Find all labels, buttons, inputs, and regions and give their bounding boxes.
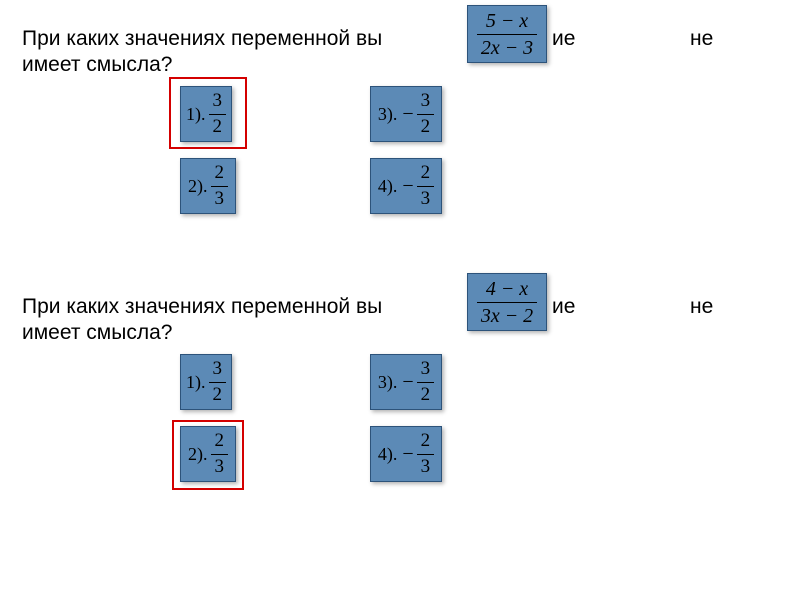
minus-sign: − (402, 443, 413, 466)
q2-expr-num: 4 − x (482, 278, 532, 300)
q1-option-4[interactable]: 4). − 2 3 (370, 158, 442, 214)
q2-opt1-den: 2 (209, 385, 227, 406)
q1-opt4-den: 3 (417, 189, 435, 210)
q2-opt4-label: 4). (378, 444, 398, 465)
minus-sign: − (402, 371, 413, 394)
q2-expr-den: 3x − 2 (477, 305, 537, 327)
q1-option-2[interactable]: 2). 2 3 (180, 158, 236, 214)
q2-opt2-num: 2 (211, 431, 229, 452)
q2-option-2[interactable]: 2). 2 3 (180, 426, 236, 482)
q1-opt4-label: 4). (378, 176, 398, 197)
q2-opt3-den: 2 (417, 385, 435, 406)
q1-opt1-den: 2 (209, 117, 227, 138)
q1-opt3-num: 3 (417, 91, 435, 112)
minus-sign: − (402, 103, 413, 126)
q1-opt2-num: 2 (211, 163, 229, 184)
q2-opt1-label: 1). (186, 372, 206, 393)
q1-expr-num: 5 − x (482, 10, 532, 32)
q2-text-line1-left: При каких значениях переменной вы (22, 294, 382, 320)
q1-expr-den: 2x − 3 (477, 37, 537, 59)
slide: { "colors": { "box_bg": "#5c8ab6", "box_… (0, 0, 800, 600)
q1-opt2-den: 3 (211, 189, 229, 210)
q2-opt3-num: 3 (417, 359, 435, 380)
q1-option-3[interactable]: 3). − 3 2 (370, 86, 442, 142)
q2-expression: 4 − x 3x − 2 (467, 273, 547, 331)
q2-opt4-num: 2 (417, 431, 435, 452)
q2-opt3-label: 3). (378, 372, 398, 393)
q2-text-line2: имеет смысла? (22, 320, 172, 346)
q2-option-4[interactable]: 4). − 2 3 (370, 426, 442, 482)
q1-expression: 5 − x 2x − 3 (467, 5, 547, 63)
q2-text-line1-right: не (690, 294, 713, 320)
q2-opt2-label: 2). (188, 444, 208, 465)
q1-opt4-num: 2 (417, 163, 435, 184)
q1-text-line2: имеет смысла? (22, 52, 172, 78)
q1-opt1-num: 3 (209, 91, 227, 112)
q1-opt3-den: 2 (417, 117, 435, 138)
q2-opt1-num: 3 (209, 359, 227, 380)
q2-opt4-den: 3 (417, 457, 435, 478)
q2-option-1[interactable]: 1). 3 2 (180, 354, 232, 410)
q1-opt3-label: 3). (378, 104, 398, 125)
q2-text-line1-mid: ие (552, 294, 575, 320)
q1-text-line1-mid: ие (552, 26, 575, 52)
q1-opt1-label: 1). (186, 104, 206, 125)
q1-text-line1-right: не (690, 26, 713, 52)
q1-opt2-label: 2). (188, 176, 208, 197)
q2-option-3[interactable]: 3). − 3 2 (370, 354, 442, 410)
minus-sign: − (402, 175, 413, 198)
q1-option-1[interactable]: 1). 3 2 (180, 86, 232, 142)
q2-opt2-den: 3 (211, 457, 229, 478)
q1-text-line1-left: При каких значениях переменной вы (22, 26, 382, 52)
